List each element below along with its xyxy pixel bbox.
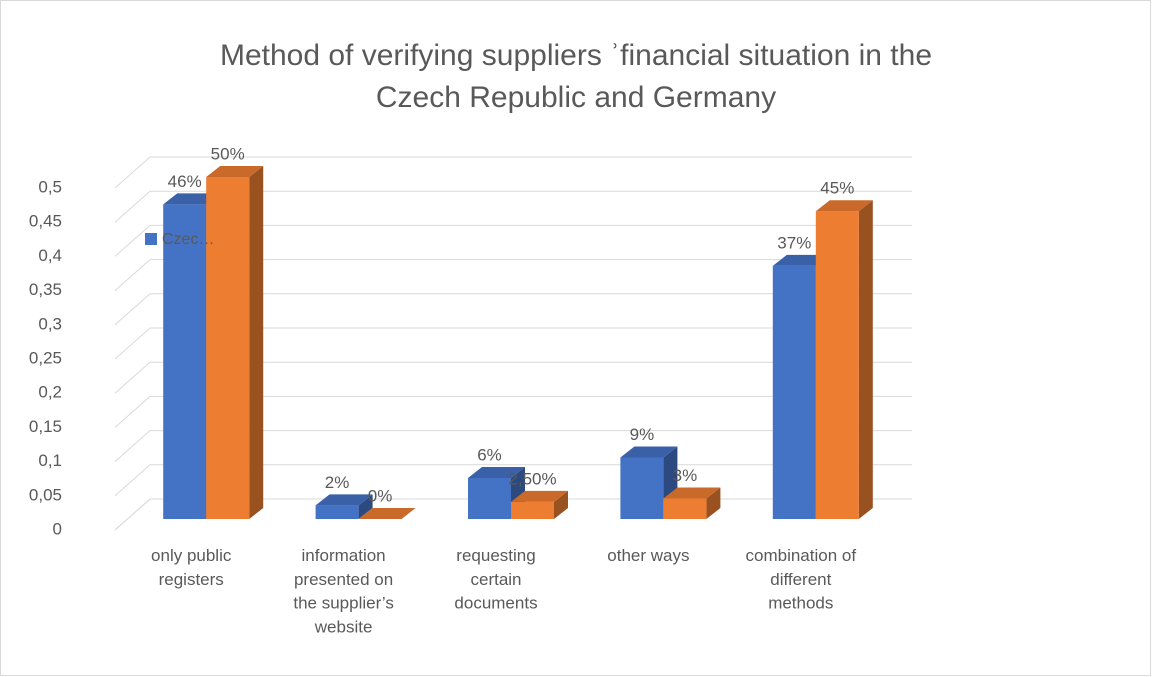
bar <box>815 200 873 519</box>
bar <box>206 166 264 519</box>
grid-line <box>114 293 151 326</box>
data-label: 45% <box>820 179 854 198</box>
grid-line <box>114 430 151 462</box>
data-label: 9% <box>630 425 655 444</box>
bar-front <box>663 498 707 519</box>
bar-top <box>772 254 830 266</box>
data-label: 2,50% <box>508 469 556 488</box>
bar-side <box>554 490 568 519</box>
bar-side <box>249 166 264 519</box>
bar <box>315 494 373 519</box>
bar-front <box>620 457 664 519</box>
y-tick-label: 0,1 <box>38 451 62 470</box>
bar-front <box>772 265 816 519</box>
data-label: 3% <box>673 466 698 485</box>
grid-line <box>114 361 151 394</box>
bar-top <box>468 466 525 478</box>
bar <box>511 490 568 519</box>
legend-label: Czec… <box>162 231 214 248</box>
bar-side <box>858 200 873 519</box>
data-label: 6% <box>477 445 502 464</box>
grid-line <box>114 396 151 428</box>
bar-top <box>815 200 873 212</box>
grid-line <box>114 259 151 291</box>
bar-top <box>358 508 416 519</box>
bar <box>663 487 721 519</box>
bar-top <box>206 166 264 177</box>
chart-title: Method of verifying suppliers ʾfinancial… <box>220 39 932 114</box>
bar-top <box>315 494 373 506</box>
y-tick-label: 0,15 <box>29 417 62 436</box>
bar-top <box>620 446 678 458</box>
bar <box>358 508 416 519</box>
y-tick-label: 0,5 <box>38 177 62 196</box>
y-tick-label: 0 <box>53 519 62 538</box>
x-tick-label: combination of different methods <box>746 546 857 613</box>
data-label: 50% <box>211 144 245 163</box>
grid-line <box>114 225 151 257</box>
x-tick-label: information presented on the supplier’s web… <box>293 546 394 636</box>
grid-line <box>114 190 151 223</box>
bar-top <box>163 193 221 205</box>
bar-side <box>706 487 721 519</box>
bar-front <box>815 211 859 519</box>
grid-line <box>114 464 151 497</box>
x-tick-label: requesting certain documents <box>454 546 537 613</box>
y-tick-label: 0,05 <box>29 485 62 504</box>
bar-top <box>511 490 568 502</box>
x-tick-label: only public registers <box>151 546 232 589</box>
grid-line <box>114 156 151 189</box>
data-label: 37% <box>777 233 811 252</box>
bar-top <box>663 487 721 499</box>
data-label: 2% <box>325 473 350 492</box>
legend-swatch <box>145 233 157 245</box>
bar-front <box>468 477 511 519</box>
bar-front <box>511 501 554 519</box>
bar-front <box>315 505 359 519</box>
grid-line <box>114 498 151 531</box>
y-tick-label: 0,3 <box>38 314 62 333</box>
y-tick-label: 0,45 <box>29 212 62 231</box>
y-tick-label: 0,25 <box>29 348 62 367</box>
y-tick-label: 0,35 <box>29 280 62 299</box>
bar-front <box>206 177 250 519</box>
y-tick-label: 0,4 <box>38 246 62 265</box>
data-label: 0% <box>368 486 393 505</box>
grid-line <box>114 327 151 360</box>
x-tick-label: other ways <box>607 546 689 565</box>
data-label: 46% <box>168 172 202 191</box>
y-tick-label: 0,2 <box>38 383 62 402</box>
bar-front <box>163 204 207 520</box>
bar-side <box>358 494 373 519</box>
